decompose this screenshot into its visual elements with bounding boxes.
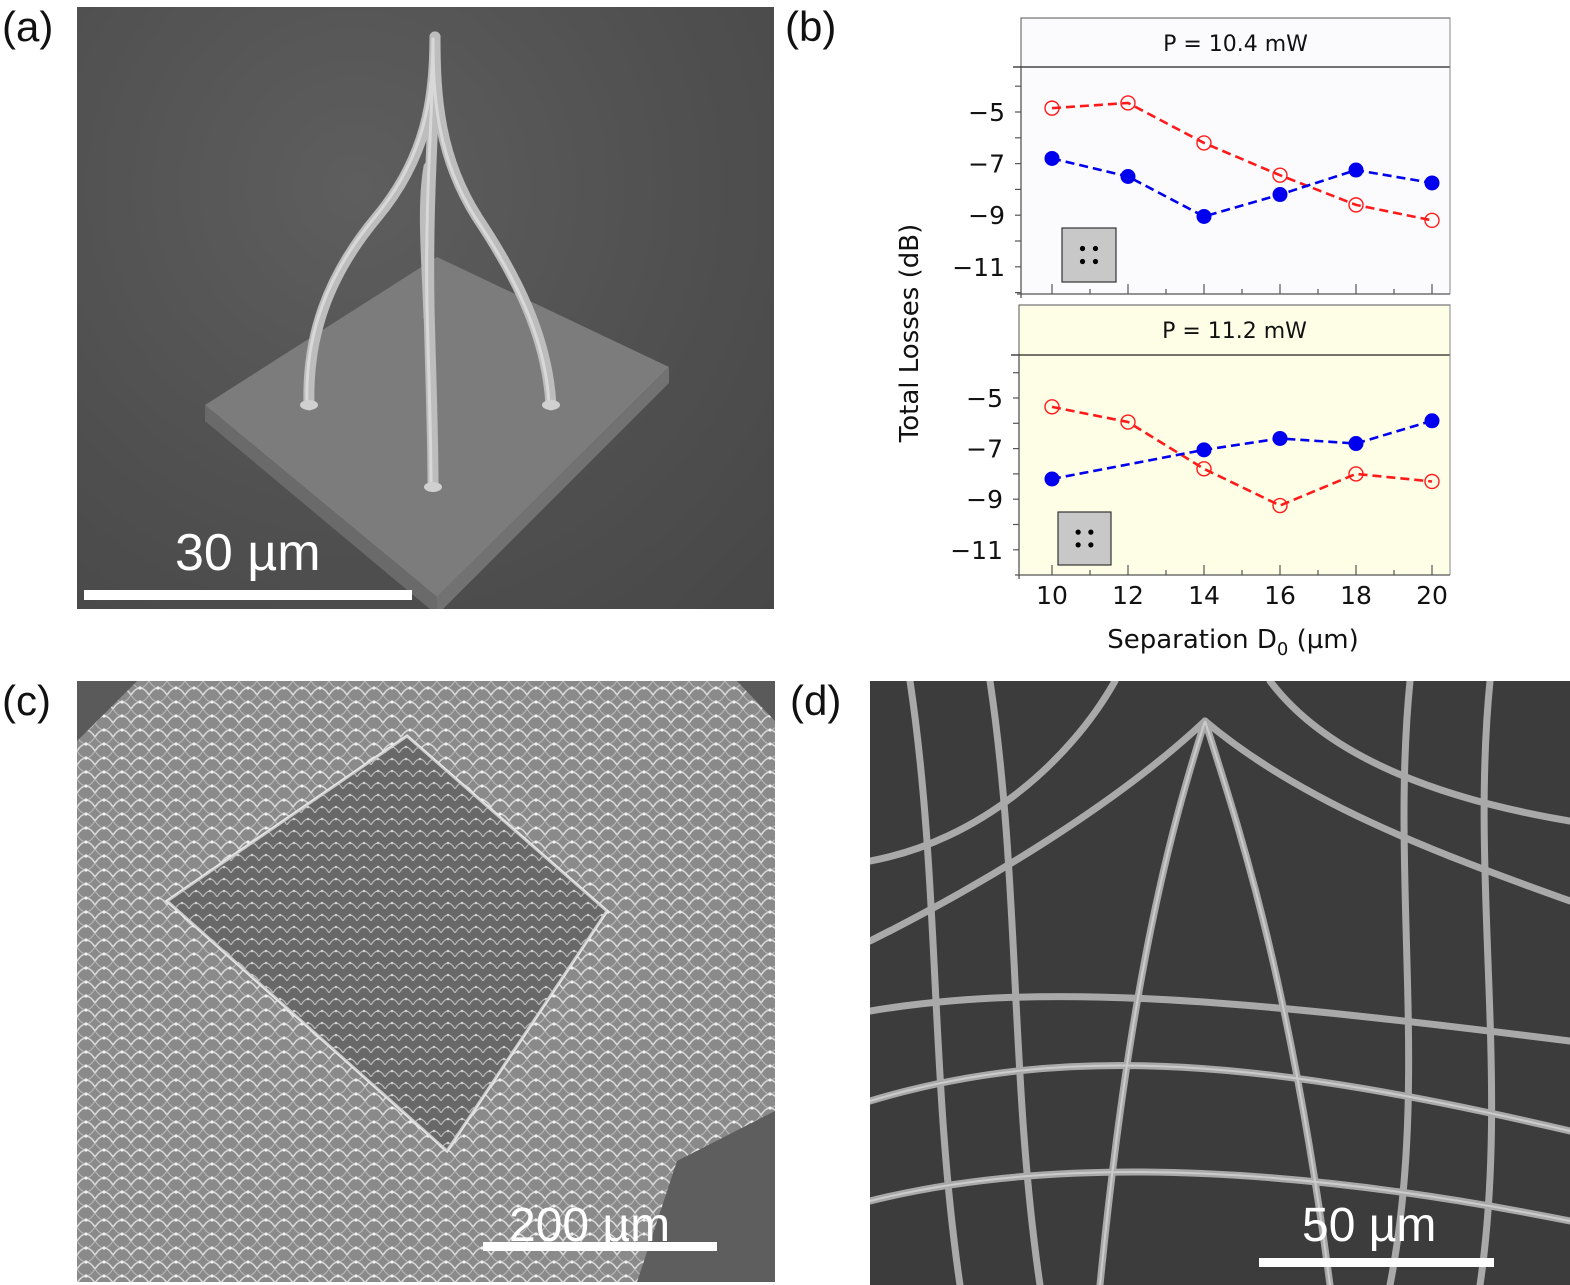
series-blue-filled (1044, 150, 1440, 224)
y-tick-label: −5 (966, 384, 1003, 413)
data-point (1272, 430, 1288, 446)
data-point (1424, 413, 1440, 429)
scale-bar-label: 50 µm (1302, 1199, 1437, 1252)
data-point (1196, 135, 1212, 151)
data-point (1424, 473, 1440, 490)
data-point (1196, 461, 1212, 477)
y-tick-label: −11 (952, 253, 1005, 282)
data-point (1348, 162, 1364, 178)
x-tick-label: 12 (1112, 581, 1144, 610)
data-point (1348, 197, 1364, 213)
data-point (1120, 95, 1136, 111)
x-tick-label: 14 (1188, 581, 1220, 610)
data-point (1272, 497, 1288, 514)
panel-label-a: (a) (2, 3, 54, 50)
data-point (1272, 187, 1288, 203)
panel-label-c: (c) (2, 677, 51, 724)
y-tick-label: −9 (968, 201, 1005, 230)
subplot-title: P = 11.2 mW (1162, 319, 1307, 344)
data-point (1044, 150, 1060, 166)
fiber-core-inset-icon (1057, 511, 1112, 566)
series-blue-filled (1044, 413, 1440, 487)
x-tick-label: 20 (1416, 581, 1448, 610)
data-point (1272, 167, 1288, 183)
y-tick-label: −7 (966, 435, 1003, 464)
x-tick-label: 10 (1036, 581, 1068, 610)
data-point (1044, 100, 1060, 116)
data-point (1120, 414, 1136, 430)
data-point (1348, 436, 1364, 452)
subplot-2: P = 11.2 mW −5 −7 −9 −11 (950, 304, 1451, 579)
data-point (1044, 471, 1060, 487)
data-point (1424, 175, 1440, 191)
panel-label-d: (d) (790, 677, 842, 724)
scale-bar-label: 200 µm (509, 1199, 671, 1252)
series-red-open (1044, 95, 1440, 229)
subplot-title: P = 10.4 mW (1163, 32, 1308, 57)
y-tick-label: −7 (968, 150, 1005, 179)
data-point (1424, 212, 1440, 229)
x-axis-label: Separation D0 (µm) (1107, 625, 1359, 660)
data-point (1044, 399, 1060, 415)
fiber-core-inset-icon (1061, 227, 1117, 283)
y-tick-label: −5 (968, 98, 1005, 127)
panel-label-b: (b) (785, 3, 837, 50)
sem-image-tripod: 30 µm (77, 7, 774, 609)
x-tick-label: 18 (1340, 581, 1372, 610)
scale-bar (1259, 1258, 1494, 1267)
subplot-1: P = 10.4 mW −5 −7 −9 −11 (952, 17, 1451, 298)
sem-image-lattice: 200 µm (77, 681, 775, 1282)
tripod-structure-illustration (205, 31, 669, 609)
data-point (1196, 442, 1212, 458)
total-losses-chart: P = 10.4 mW −5 −7 −9 −11 P = 11.2 mW −5 −7 −9 −11… (895, 17, 1451, 660)
y-tick-label: −11 (950, 536, 1003, 565)
scale-bar-label: 30 µm (175, 524, 321, 582)
x-tick-label: 16 (1264, 581, 1296, 610)
y-tick-label: −9 (966, 485, 1003, 514)
scale-bar (84, 590, 412, 600)
fibre-network-illustration (870, 681, 1570, 1285)
data-point (1196, 208, 1212, 224)
sem-image-fibre-closeup: 50 µm (870, 681, 1570, 1285)
scale-bar (483, 1242, 717, 1251)
lattice-illustration (77, 681, 775, 1282)
y-axis-label: Total Losses (dB) (895, 224, 925, 443)
series-red-open (1044, 399, 1440, 514)
data-point (1348, 466, 1364, 482)
data-point (1120, 169, 1136, 184)
